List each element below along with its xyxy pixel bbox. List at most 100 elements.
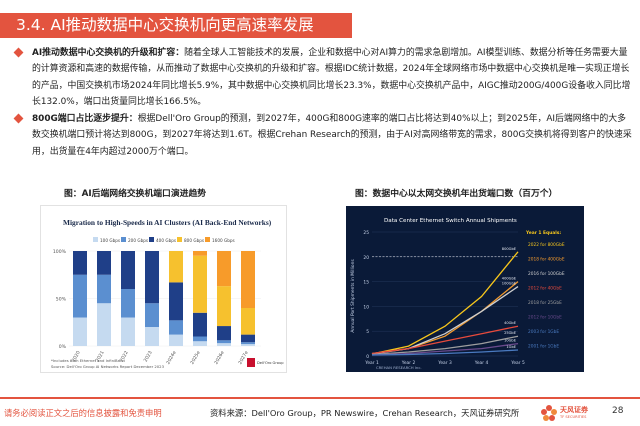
logo-subtitle: TF SECURITIES (560, 415, 587, 419)
series-line (371, 286, 519, 355)
legend-label: 200 Gbps (128, 238, 148, 243)
right-figure-title: 图：数据中心以太网交换机年出货端口数（百万个） (355, 189, 558, 199)
bullet-lead: AI推动数据中心交换机的升级和扩容： (32, 48, 185, 58)
bar-segment (241, 308, 255, 335)
bar-segment (193, 336, 207, 342)
x-tick-label: Year 5 (510, 360, 525, 366)
legend-label: 1600 Gbps (212, 238, 235, 243)
legend-entry: 2001 for 1GbE (528, 344, 559, 350)
bar-segment (169, 334, 183, 346)
bullet-text: 随着全球人工智能技术的发展，企业和数据中心对AI算力的需求急剧增加。AI模型训练… (32, 48, 631, 107)
legend-title: Year 1 Equals: (525, 230, 561, 236)
legend-entry: 2012 for 40GbE (528, 286, 562, 292)
x-tick-label: 2021 (95, 350, 106, 363)
bullet-lead: 800G端口占比逐步提升： (32, 114, 138, 125)
chart-footnote: *Includes both Ethernet and InfiniBand (51, 358, 125, 363)
bullet-text: 根据Dell'Oro Group的预测，到2027年，400G和800G速率的端… (32, 114, 632, 157)
bar-segment (121, 289, 135, 318)
y-tick-label: 0 (366, 354, 369, 360)
bar-segment (97, 303, 111, 346)
bar-segment (241, 334, 255, 343)
series-label: 800GbE (502, 247, 517, 251)
annual-shipments-chart: Data Center Ethernet Switch Annual Shipm… (346, 206, 584, 372)
bar-segment (97, 251, 111, 275)
legend-label: 400 Gbps (156, 238, 176, 243)
diamond-bullet-icon (13, 47, 24, 58)
page-number: 28 (612, 406, 624, 416)
annual-shipments-chart-svg: Data Center Ethernet Switch Annual Shipm… (350, 218, 565, 370)
footer: 请务必阅读正文之后的信息披露和免责申明 资料来源：Dell'Oro Group，… (0, 401, 640, 426)
series-label: 100GbE (502, 282, 517, 286)
y-tick-label: 20 (363, 255, 369, 261)
brand-label: Dell'Oro Group (257, 361, 284, 365)
logo-name: 天风证券 (560, 406, 588, 414)
bar-segment (193, 341, 207, 346)
bar-segment (169, 320, 183, 335)
legend-swatch (93, 237, 98, 242)
y-tick-label: 25 (363, 230, 369, 236)
bar-segment (73, 251, 87, 275)
x-tick-label: Year 3 (437, 360, 452, 366)
x-tick-label: 2020 (71, 350, 82, 363)
disclaimer-text: 请务必阅读正文之后的信息披露和免责申明 (4, 408, 162, 418)
series-label: 400GbE (502, 277, 517, 281)
series-line (371, 325, 519, 355)
y-tick-label: 100% (53, 249, 67, 255)
bar-segment (193, 251, 207, 256)
x-tick-label: Year 4 (474, 360, 489, 366)
bar-segment (169, 251, 183, 283)
x-tick-label: Year 2 (401, 360, 416, 366)
series-label: 25GbE (504, 331, 517, 335)
series-line (371, 342, 519, 356)
bar-segment (217, 326, 231, 341)
series-label: 40GbE (504, 321, 517, 325)
source-text: 资料来源：Dell'Oro Group，PR Newswire，Crehan R… (210, 408, 520, 418)
legend-swatch (177, 237, 182, 242)
port-evolution-chart: Migration to High-Speeds in AI Clusters … (40, 205, 287, 373)
x-tick-label: 2024e (165, 350, 178, 366)
legend-entry: 2018 for 400GbE (528, 257, 565, 263)
bullet-item: AI推动数据中心交换机的升级和扩容：随着全球人工智能技术的发展，企业和数据中心对… (10, 45, 632, 110)
y-tick-label: 10 (363, 304, 369, 310)
bar-segment (193, 312, 207, 337)
section-title: 3.4. AI推动数据中心交换机向更高速率发展 (0, 13, 352, 38)
bar-segment (217, 286, 231, 327)
y-tick-label: 50% (56, 297, 67, 303)
y-tick-label: 15 (363, 280, 369, 286)
bar-segment (121, 251, 135, 289)
series-line (371, 281, 519, 355)
flower-logo-icon (541, 405, 557, 421)
legend-entry: 2003 for 1GbE (528, 329, 559, 335)
legend-swatch (149, 237, 154, 242)
bar-segment (145, 251, 159, 304)
company-logo: 天风证券 TF SECURITIES (540, 404, 598, 424)
legend-swatch (205, 237, 210, 242)
series-label: 10GbE (504, 339, 517, 343)
x-tick-label: Year 1 (364, 360, 379, 366)
series-line (371, 335, 519, 356)
bar-segment (241, 344, 255, 346)
series-line (371, 251, 519, 355)
brand-label: CREHAN RESEARCH Inc. (376, 365, 422, 370)
left-figure-title: 图：AI后端网络交换机端口演进趋势 (64, 189, 207, 199)
bar-segment (169, 282, 183, 321)
bar-segment (145, 303, 159, 327)
bar-segment (241, 342, 255, 345)
footer-divider (0, 397, 640, 399)
legend-entry: 2016 for 100GbE (528, 271, 565, 277)
chart-source: Source: Dell'Oro Group AI Networks Repor… (51, 364, 165, 369)
series-label: 1GbE (506, 345, 516, 349)
legend-label: 100 Gbps (100, 238, 120, 243)
bar-segment (73, 274, 87, 318)
y-tick-label: 0% (59, 344, 67, 350)
y-axis-label: Annual Port Shipments in Millions (350, 259, 356, 333)
bar-segment (217, 251, 231, 287)
chart-title: Migration to High-Speeds in AI Clusters … (63, 218, 272, 227)
x-tick-label: 2023 (143, 350, 154, 363)
bar-segment (193, 255, 207, 313)
diamond-bullet-icon (13, 113, 24, 124)
bar-segment (217, 343, 231, 346)
legend-label: 800 Gbps (184, 238, 204, 243)
legend-entry: 2012 for 10GbE (528, 315, 562, 321)
